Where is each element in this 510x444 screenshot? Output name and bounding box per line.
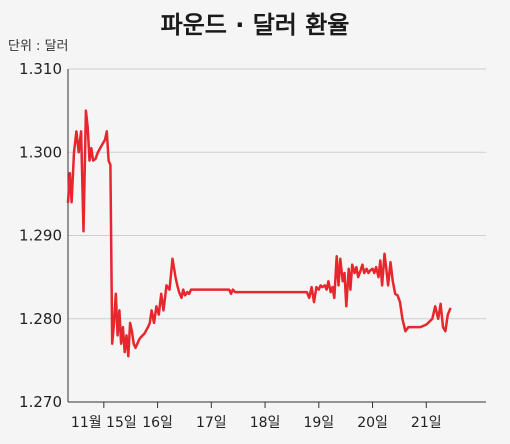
grid	[67, 68, 486, 403]
x-tick-label: 18일	[250, 415, 281, 431]
x-tick-label: 16일	[142, 415, 173, 431]
x-tick-label: 21일	[411, 415, 442, 431]
x-axis-ticks: 11월 15일 16일 17일 18일 19일 20일 21일	[71, 402, 442, 431]
y-tick-label: 1.280	[19, 310, 62, 328]
y-axis-ticks: 1.270 1.280 1.290 1.300 1.310	[19, 60, 62, 411]
y-tick-label: 1.290	[19, 227, 62, 245]
y-tick-label: 1.310	[19, 60, 62, 78]
y-tick-label: 1.300	[19, 143, 62, 161]
chart-title: 파운드 · 달러 환율	[161, 11, 350, 39]
series-line-0	[66, 109, 452, 358]
x-tick-label: 11월 15일	[71, 415, 137, 431]
series-layer	[66, 109, 452, 358]
x-tick-label: 20일	[357, 415, 388, 431]
x-tick-label: 19일	[303, 415, 334, 431]
unit-label: 단위 : 달러	[8, 39, 69, 54]
y-tick-label: 1.270	[19, 393, 62, 411]
x-tick-label: 17일	[196, 415, 227, 431]
